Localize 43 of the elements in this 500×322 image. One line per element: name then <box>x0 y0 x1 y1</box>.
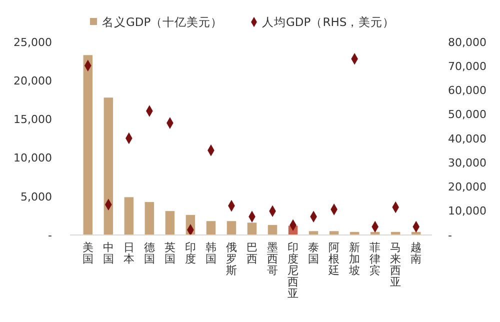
bar <box>104 98 114 235</box>
legend-label: 名义GDP（十亿美元） <box>102 15 223 30</box>
x-tick-label: 阿根廷 <box>328 240 340 277</box>
x-tick-label: 巴西 <box>246 240 258 266</box>
x-tick-label: 德国 <box>144 240 155 266</box>
x-tick-label: 菲律宾 <box>370 240 381 277</box>
y2-tick-label: 30,000 <box>448 156 486 170</box>
x-tick-label: 泰国 <box>308 240 320 266</box>
x-tick-label: 美国 <box>82 240 94 266</box>
y-tick-label: 25,000 <box>14 36 52 49</box>
y2-tick-label: - <box>448 228 452 242</box>
bar <box>165 211 175 235</box>
x-tick-label: 新加坡 <box>348 240 360 277</box>
x-tick-label: 印度尼西亚 <box>288 240 299 300</box>
y-tick-label: 10,000 <box>14 152 52 165</box>
y-tick-label: 15,000 <box>14 113 52 126</box>
y2-tick-label: 60,000 <box>448 84 486 98</box>
y2-tick-label: 40,000 <box>448 132 486 146</box>
x-tick-label: 墨西哥 <box>267 240 278 277</box>
x-tick-label: 日本 <box>123 240 134 266</box>
bar <box>226 221 236 235</box>
x-tick-label: 中国 <box>102 240 114 266</box>
bar <box>83 55 93 235</box>
x-tick-label: 越南 <box>410 240 422 266</box>
x-tick-label: 英国 <box>164 240 176 266</box>
y2-tick-label: 50,000 <box>448 108 486 122</box>
bar <box>206 221 216 235</box>
y-tick-label: - <box>48 228 52 242</box>
y2-tick-label: 80,000 <box>448 36 486 49</box>
y2-tick-label: 70,000 <box>448 60 486 73</box>
y2-tick-label: 20,000 <box>448 180 486 194</box>
y-tick-label: 5,000 <box>20 190 52 204</box>
x-tick-label: 印度 <box>184 240 196 266</box>
x-tick-label: 马来西亚 <box>390 240 402 289</box>
x-tick-label: 俄罗斯 <box>226 240 237 277</box>
bar <box>144 202 154 235</box>
bar <box>268 224 278 235</box>
y2-tick-label: 10,000 <box>448 204 486 218</box>
y-tick-label: 20,000 <box>14 74 52 88</box>
bar <box>247 222 257 235</box>
legend-label: 人均GDP（RHS，美元） <box>262 15 395 30</box>
bar <box>124 197 134 235</box>
x-tick-label: 韩国 <box>205 240 216 266</box>
